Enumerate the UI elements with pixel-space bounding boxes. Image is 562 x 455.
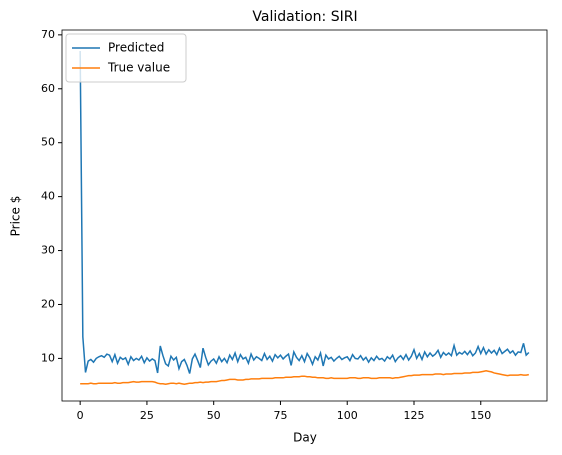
legend-box <box>65 33 187 83</box>
x-tick-label: 125 <box>403 409 424 422</box>
line-series <box>80 370 529 386</box>
y-axis-label: Price $ <box>9 196 23 237</box>
y-tick-label: 50 <box>41 136 55 149</box>
y-tick-label: 10 <box>41 351 55 364</box>
y-tick-label: 30 <box>41 244 55 257</box>
x-tick-label: 100 <box>337 409 358 422</box>
x-tick-label: 25 <box>140 409 154 422</box>
x-tick-label: 75 <box>273 409 287 422</box>
x-tick-label: 0 <box>77 409 84 422</box>
chart-title: Validation: SIRI <box>252 9 357 25</box>
y-tick-label: 60 <box>41 82 55 95</box>
y-tick-label: 40 <box>41 190 55 203</box>
legend-label: Predicted <box>108 41 164 55</box>
x-axis-label: Day <box>293 431 317 445</box>
x-tick-label: 50 <box>207 409 221 422</box>
y-tick-label: 70 <box>41 28 55 41</box>
legend-label: True value <box>107 61 170 75</box>
plot-frame <box>61 29 548 402</box>
line-series <box>79 51 530 374</box>
x-tick-label: 150 <box>470 409 491 422</box>
y-tick-label: 20 <box>41 297 55 310</box>
